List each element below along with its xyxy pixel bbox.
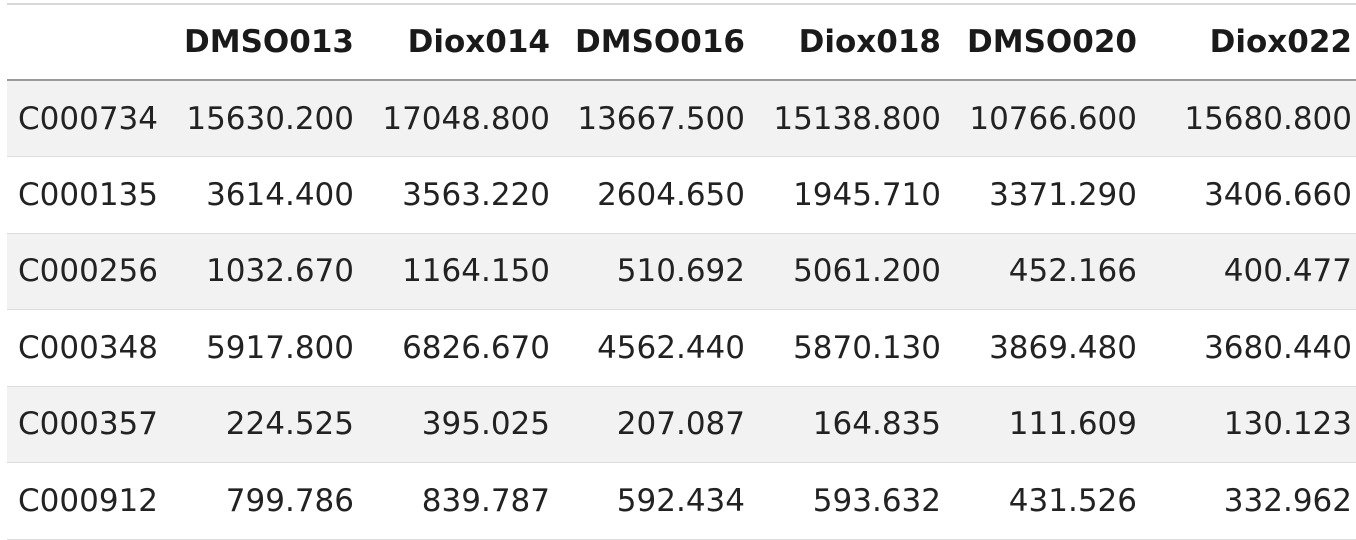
table-cell: 5870.130 [749,309,945,387]
table-body: C000734 15630.200 17048.800 13667.500 15… [7,80,1356,540]
table-cell: 3406.660 [1141,156,1356,234]
row-label: C000357 [7,386,160,463]
table-cell: 6826.670 [358,309,554,387]
table-cell: 593.632 [749,462,945,540]
table-cell: 1945.710 [749,156,945,234]
table-cell: 1032.670 [160,233,358,310]
table-cell: 13667.500 [554,80,749,157]
table-cell: 5917.800 [160,309,358,387]
table-cell: 3563.220 [358,156,554,234]
table-cell: 15138.800 [749,80,945,157]
row-label: C000135 [7,156,160,234]
table-cell: 17048.800 [358,80,554,157]
table-cell: 164.835 [749,386,945,463]
data-table: DMSO013 Diox014 DMSO016 Diox018 DMSO020 … [7,3,1356,540]
row-label: C000348 [7,309,160,387]
row-label: C000734 [7,80,160,157]
table-cell: 510.692 [554,233,749,310]
table-header: DMSO013 Diox014 DMSO016 Diox018 DMSO020 … [7,3,1356,81]
column-header[interactable]: Diox018 [749,3,945,81]
column-header[interactable]: DMSO013 [160,3,358,81]
table-cell: 130.123 [1141,386,1356,463]
table-cell: 452.166 [945,233,1141,310]
table-cell: 1164.150 [358,233,554,310]
data-table-container: DMSO013 Diox014 DMSO016 Diox018 DMSO020 … [7,3,1356,540]
column-header[interactable]: Diox014 [358,3,554,81]
table-row: C000256 1032.670 1164.150 510.692 5061.2… [7,233,1356,310]
column-header[interactable]: Diox022 [1141,3,1356,81]
header-corner [7,3,160,81]
table-row: C000348 5917.800 6826.670 4562.440 5870.… [7,309,1356,387]
table-cell: 395.025 [358,386,554,463]
table-cell: 3614.400 [160,156,358,234]
table-cell: 799.786 [160,462,358,540]
table-cell: 839.787 [358,462,554,540]
table-row: C000912 799.786 839.787 592.434 593.632 … [7,462,1356,540]
table-cell: 207.087 [554,386,749,463]
table-cell: 15630.200 [160,80,358,157]
row-label: C000256 [7,233,160,310]
table-cell: 10766.600 [945,80,1141,157]
column-header[interactable]: DMSO016 [554,3,749,81]
row-label: C000912 [7,462,160,540]
table-cell: 111.609 [945,386,1141,463]
table-cell: 431.526 [945,462,1141,540]
table-cell: 592.434 [554,462,749,540]
table-cell: 15680.800 [1141,80,1356,157]
column-header[interactable]: DMSO020 [945,3,1141,81]
table-cell: 3371.290 [945,156,1141,234]
table-row: C000135 3614.400 3563.220 2604.650 1945.… [7,156,1356,234]
header-row: DMSO013 Diox014 DMSO016 Diox018 DMSO020 … [7,3,1356,81]
table-cell: 4562.440 [554,309,749,387]
table-cell: 5061.200 [749,233,945,310]
table-cell: 2604.650 [554,156,749,234]
table-cell: 332.962 [1141,462,1356,540]
table-cell: 400.477 [1141,233,1356,310]
table-row: C000734 15630.200 17048.800 13667.500 15… [7,80,1356,157]
table-cell: 224.525 [160,386,358,463]
table-row: C000357 224.525 395.025 207.087 164.835 … [7,386,1356,463]
table-cell: 3680.440 [1141,309,1356,387]
table-cell: 3869.480 [945,309,1141,387]
